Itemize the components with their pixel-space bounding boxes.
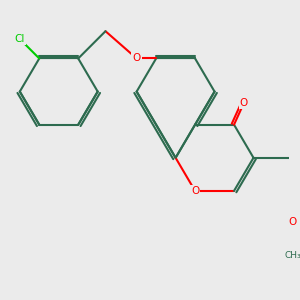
- Text: O: O: [240, 98, 248, 108]
- Text: O: O: [288, 217, 297, 227]
- Text: O: O: [133, 53, 141, 64]
- Text: CH₃: CH₃: [284, 251, 300, 260]
- Text: Cl: Cl: [15, 34, 25, 44]
- Text: O: O: [191, 186, 199, 196]
